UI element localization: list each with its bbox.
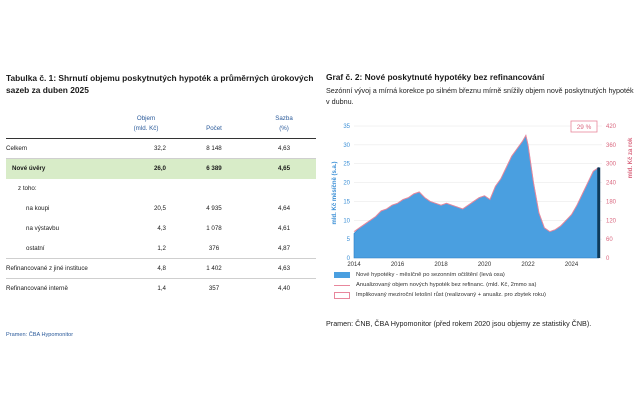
table-row-highlighted: Nové úvěry 26,0 6 389 4,65 bbox=[6, 158, 316, 179]
right-axis-ticks: 0 60 120 180 240 300 360 420 bbox=[606, 124, 617, 262]
left-axis-label: mld. Kč měsíčně (s.a.) bbox=[332, 161, 338, 224]
left-tick-label: 15 bbox=[343, 199, 350, 205]
x-tick-label: 2024 bbox=[565, 262, 579, 268]
x-tick-label: 2018 bbox=[434, 262, 448, 268]
left-axis-ticks: 0 5 10 15 20 25 30 35 bbox=[343, 124, 350, 262]
x-tick-label: 2014 bbox=[347, 262, 361, 268]
x-tick-label: 2022 bbox=[521, 262, 535, 268]
table-row: Refinancované interně 1,4 357 4,40 bbox=[6, 285, 291, 293]
table-row: z toho: bbox=[18, 185, 37, 192]
monthly-area bbox=[353, 134, 600, 259]
table-row: Refinancované z jiné instituce 4,8 1 402… bbox=[6, 259, 316, 279]
graph-section: Graf č. 2: Nové poskytnuté hypotéky bez … bbox=[326, 72, 636, 328]
left-tick-label: 35 bbox=[343, 124, 350, 130]
table-title: Tabulka č. 1: Shrnutí objemu poskytnutýc… bbox=[6, 73, 314, 95]
left-tick-label: 25 bbox=[343, 162, 350, 168]
right-tick-label: 360 bbox=[606, 143, 617, 149]
left-tick-label: 0 bbox=[347, 256, 351, 262]
right-tick-label: 180 bbox=[606, 199, 617, 205]
table-row: ostatní 1,2 376 4,87 bbox=[6, 239, 316, 259]
graph-source: Pramen: ČNB, ČBA Hypomonitor (před rokem… bbox=[326, 319, 592, 328]
right-axis-label: mld. Kč za rok bbox=[628, 137, 634, 178]
badge-box bbox=[570, 120, 598, 133]
mortgage-chart: 0 5 10 15 20 25 30 35 0 60 120 180 240 300 360 420 201… bbox=[332, 120, 634, 268]
table-row: na výstavbu 4,3 1 078 4,61 bbox=[26, 225, 291, 232]
right-tick-label: 60 bbox=[606, 237, 613, 243]
badge-text: 29 % bbox=[577, 124, 592, 131]
right-tick-label: 300 bbox=[606, 162, 617, 168]
table-section: Tabulka č. 1: Shrnutí objemu poskytnutýc… bbox=[6, 72, 320, 292]
left-tick-label: 5 bbox=[347, 237, 351, 243]
left-tick-label: 10 bbox=[343, 218, 350, 224]
left-tick-label: 20 bbox=[343, 181, 350, 187]
legend-swatch-box bbox=[334, 291, 350, 299]
annualized-line bbox=[353, 134, 600, 233]
legend-swatch-line bbox=[334, 284, 350, 286]
chart-container: 0 5 10 15 20 25 30 35 0 60 120 180 240 300 360 420 201… bbox=[326, 118, 636, 318]
header-objem: Objem (mld. Kč) bbox=[133, 115, 159, 132]
right-tick-label: 420 bbox=[606, 124, 617, 130]
x-tick-label: 2020 bbox=[478, 262, 492, 268]
left-tick-label: 30 bbox=[343, 143, 350, 149]
header-pocet: Počet bbox=[206, 125, 222, 132]
legend-item: Implikovaný meziroční letošní růst (real… bbox=[334, 290, 634, 300]
right-tick-label: 120 bbox=[606, 218, 617, 224]
header-sazba: Sazba (%) bbox=[275, 115, 293, 132]
summary-table-wrap: Objem (mld. Kč) Počet Sazba (%) Celkem 32,… bbox=[6, 114, 316, 299]
summary-table: Objem (mld. Kč) Počet Sazba (%) Celkem 32,… bbox=[6, 114, 316, 299]
legend-item: Nové hypotéky - měsíčně po sezonním očiš… bbox=[334, 270, 634, 280]
table-row: Celkem 32,2 8 148 4,63 bbox=[6, 139, 316, 159]
legend-item: Anualizovaný objem nových hypoték bez re… bbox=[334, 280, 634, 290]
last-month-bar bbox=[597, 167, 601, 258]
legend-swatch-area bbox=[334, 272, 350, 278]
right-tick-label: 0 bbox=[606, 256, 610, 262]
table-source: Pramen: ČBA Hypomonitor bbox=[6, 332, 74, 338]
x-axis-ticks: 2014 2016 2018 2020 2022 2024 bbox=[347, 262, 579, 268]
x-tick-label: 2016 bbox=[391, 262, 405, 268]
right-tick-label: 240 bbox=[606, 181, 617, 187]
chart-legend: Nové hypotéky - měsíčně po sezonním očiš… bbox=[334, 270, 634, 300]
graph-title: Graf č. 2: Nové poskytnuté hypotéky bez … bbox=[326, 72, 545, 82]
table-row: na koupi 20,5 4 935 4,64 bbox=[26, 205, 291, 212]
graph-subtitle: Sezónní vývoj a mírná korekce po silném … bbox=[326, 86, 634, 106]
